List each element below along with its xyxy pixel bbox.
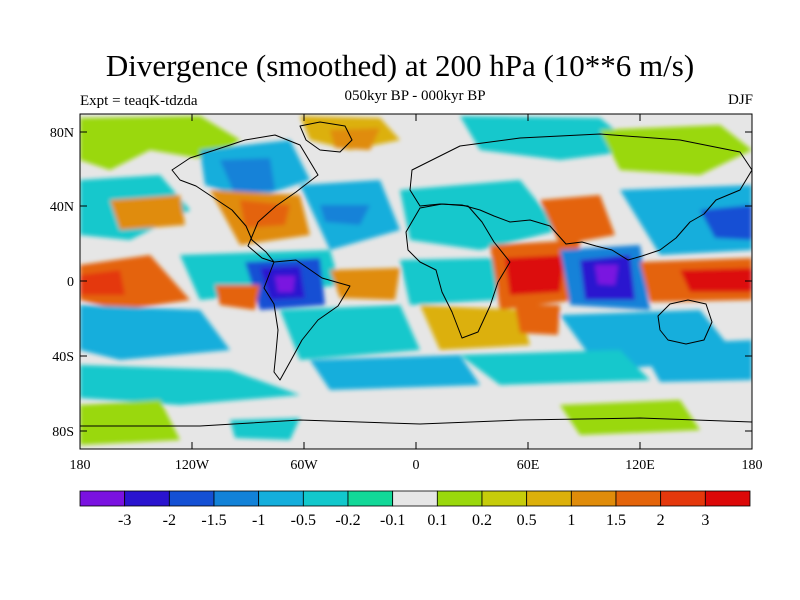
season-label: DJF xyxy=(727,92,753,108)
colorbar-label: -1.5 xyxy=(201,512,226,529)
north-america-coast xyxy=(171,134,319,263)
colorbar-label: 0.1 xyxy=(427,512,447,529)
africa-coast xyxy=(405,203,511,339)
field-patch xyxy=(400,258,500,305)
colorbar-swatch xyxy=(124,490,170,507)
field-patch xyxy=(680,268,752,292)
colorbar-swatch xyxy=(302,490,349,507)
field-patch xyxy=(110,195,185,230)
south-america-coast xyxy=(263,259,351,381)
field-patch xyxy=(80,305,230,360)
colorbar-swatch xyxy=(615,490,662,507)
lat-tick-label: 40N xyxy=(50,200,74,215)
colorbar-swatch xyxy=(526,490,572,507)
lon-tick-label: 180 xyxy=(742,458,763,473)
australia-coast xyxy=(657,299,713,345)
field-patch xyxy=(540,195,615,245)
colorbar-label: 1.5 xyxy=(606,512,626,529)
field-patch xyxy=(330,268,400,300)
lon-tick-label: 120W xyxy=(175,458,210,473)
lat-tick-label: 40S xyxy=(52,350,74,365)
colorbar-swatch xyxy=(570,490,617,507)
field-patch xyxy=(595,265,618,285)
colorbar-label: -3 xyxy=(118,512,131,529)
field-patch xyxy=(80,400,180,445)
field-patch xyxy=(515,305,560,335)
field-patch xyxy=(280,305,420,360)
field-patch xyxy=(600,125,752,175)
lon-tick-label: 180 xyxy=(70,458,91,473)
field-patch xyxy=(275,276,295,292)
colorbar-label: -0.1 xyxy=(380,512,405,529)
colorbar-label: -2 xyxy=(163,512,176,529)
colorbar-swatch xyxy=(79,490,126,507)
colorbar-labels: -3 -2 -1.5 -1 -0.5 -0.2 -0.1 0.1 0.2 0.5 1 1.5 2 3 xyxy=(118,512,709,529)
field-patch xyxy=(505,255,565,295)
field-patch xyxy=(80,270,125,295)
colorbar-swatch xyxy=(168,490,215,507)
colorbar xyxy=(79,490,751,507)
colorbar-swatch xyxy=(704,490,751,507)
field-patch xyxy=(80,116,240,170)
field-layer xyxy=(80,114,752,449)
plot-title: Divergence (smoothed) at 200 hPa (10**6 … xyxy=(105,48,695,83)
lat-tick-label: 0 xyxy=(67,275,74,290)
colorbar-label: 1 xyxy=(567,512,575,529)
field-patch xyxy=(420,305,530,350)
lat-tick-label: 80N xyxy=(50,126,74,141)
greenland-coast xyxy=(299,121,353,153)
experiment-label: Expt = teaqK-tdzda xyxy=(80,93,198,109)
field-patch xyxy=(460,350,650,385)
field-patch xyxy=(310,355,480,390)
field-patch xyxy=(640,340,752,382)
colorbar-swatch xyxy=(436,490,483,507)
colorbar-swatch xyxy=(481,490,528,507)
lon-tick-label: 60E xyxy=(517,458,540,473)
field-patch xyxy=(240,200,290,228)
colorbar-label: -1 xyxy=(252,512,265,529)
antarctica-coast xyxy=(80,417,752,427)
coastlines xyxy=(80,121,752,427)
field-patch xyxy=(220,158,275,195)
colorbar-swatch xyxy=(258,490,304,507)
colorbar-label: 3 xyxy=(701,512,709,529)
field-patch xyxy=(215,285,260,310)
eurasia-coast xyxy=(409,133,752,261)
field-patch xyxy=(230,418,300,440)
field-patch xyxy=(400,180,560,250)
field-patch xyxy=(460,116,640,160)
field-patch xyxy=(320,205,370,225)
field-patch xyxy=(330,128,380,150)
colorbar-label: 0.5 xyxy=(517,512,537,529)
lon-axis-labels: 180 120W 60W 0 60E 120E 180 xyxy=(70,458,763,473)
colorbar-label: -0.2 xyxy=(335,512,360,529)
colorbar-swatch xyxy=(213,490,260,507)
colorbar-label: 0.2 xyxy=(472,512,492,529)
colorbar-label: -0.5 xyxy=(291,512,316,529)
field-patch xyxy=(560,400,700,435)
lat-axis-labels: 80N 40N 0 40S 80S xyxy=(50,126,74,440)
plot-subtitle: 050kyr BP - 000kyr BP xyxy=(344,88,486,104)
colorbar-label: 2 xyxy=(657,512,665,529)
lon-tick-label: 0 xyxy=(413,458,420,473)
colorbar-swatch xyxy=(660,490,706,507)
field-patch xyxy=(700,205,752,240)
lat-tick-label: 80S xyxy=(52,425,74,440)
field-patch xyxy=(80,365,300,405)
colorbar-swatch xyxy=(347,490,394,507)
field-patch xyxy=(80,255,190,310)
lon-tick-label: 60W xyxy=(290,458,318,473)
colorbar-swatch xyxy=(392,490,438,507)
lon-tick-label: 120E xyxy=(625,458,655,473)
axis-ticks xyxy=(79,114,753,449)
